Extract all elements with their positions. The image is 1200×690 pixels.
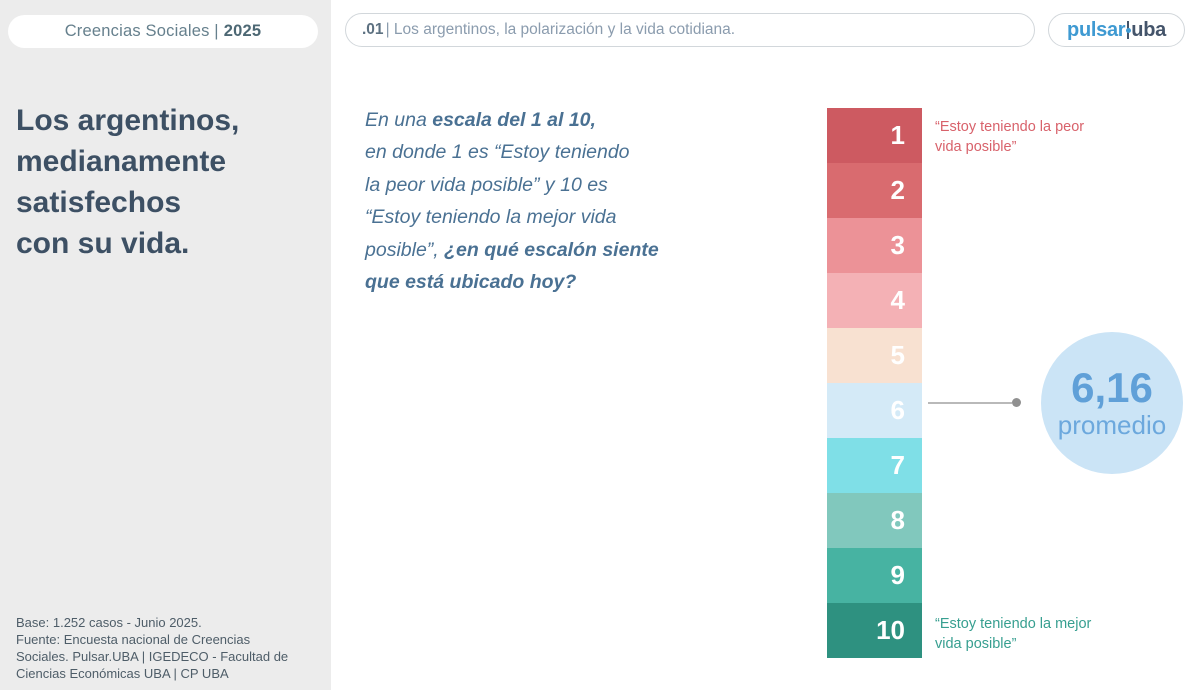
logo-pulsar-text: pulsar: [1067, 18, 1126, 41]
scale-step-1: 1: [827, 108, 922, 163]
average-bubble: 6,16 promedio: [1041, 332, 1183, 474]
report-badge: Creencias Sociales | 2025: [8, 15, 318, 48]
section-pill: .01 | Los argentinos, la polarización y …: [345, 13, 1035, 47]
page-title: Los argentinos, medianamente satisfechos…: [16, 104, 240, 260]
scale-step-number: 5: [890, 340, 905, 370]
scale-step-5: 5: [827, 328, 922, 383]
scale-step-4: 4: [827, 273, 922, 328]
scale-step-number: 10: [876, 615, 905, 645]
anchor-max-label: “Estoy teniendo la mejor vida posible”: [935, 616, 1092, 652]
logo-uba-text: uba: [1131, 18, 1166, 41]
scale-step-number: 9: [890, 560, 905, 590]
scale-step-number: 8: [890, 505, 905, 535]
badge-year: 2025: [223, 22, 262, 40]
scale-step-6: 6: [827, 383, 922, 438]
average-connector-line: [928, 402, 1012, 404]
scale-step-number: 7: [890, 450, 905, 480]
section-title: | Los argentinos, la polarización y la v…: [385, 21, 736, 38]
scale-step-7: 7: [827, 438, 922, 493]
average-label: promedio: [1057, 410, 1167, 440]
source-footnote: Base: 1.252 casos - Junio 2025. Fuente: …: [16, 615, 289, 681]
pulsar-uba-logo: pulsar uba: [1048, 13, 1185, 47]
sidebar: Creencias Sociales | 2025 Los argentinos…: [0, 0, 331, 690]
scale-step-number: 4: [890, 285, 905, 315]
scale-step-8: 8: [827, 493, 922, 548]
scale-step-number: 6: [890, 395, 905, 425]
scale-step-2: 2: [827, 163, 922, 218]
scale-step-10: 10: [827, 603, 922, 658]
scale-step-number: 3: [890, 230, 905, 260]
survey-question: En una escala del 1 al 10, en donde 1 es…: [365, 109, 659, 294]
scale-step-3: 3: [827, 218, 922, 273]
scale-step-number: 2: [890, 175, 905, 205]
logo-pin-icon: [1125, 21, 1131, 39]
logo-pin-dot-icon: [1125, 28, 1131, 33]
scale-step-number: 1: [890, 120, 905, 150]
average-connector-dot-icon: [1012, 398, 1021, 407]
scale-step-9: 9: [827, 548, 922, 603]
badge-text: Creencias Sociales |: [64, 22, 219, 40]
section-number: .01: [362, 21, 384, 38]
average-value: 6,16: [1071, 364, 1153, 411]
ladder-scale: 1 2 3 4 5 6 7 8 9 10: [827, 108, 922, 658]
anchor-min-label: “Estoy teniendo la peor vida posible”: [935, 119, 1085, 155]
